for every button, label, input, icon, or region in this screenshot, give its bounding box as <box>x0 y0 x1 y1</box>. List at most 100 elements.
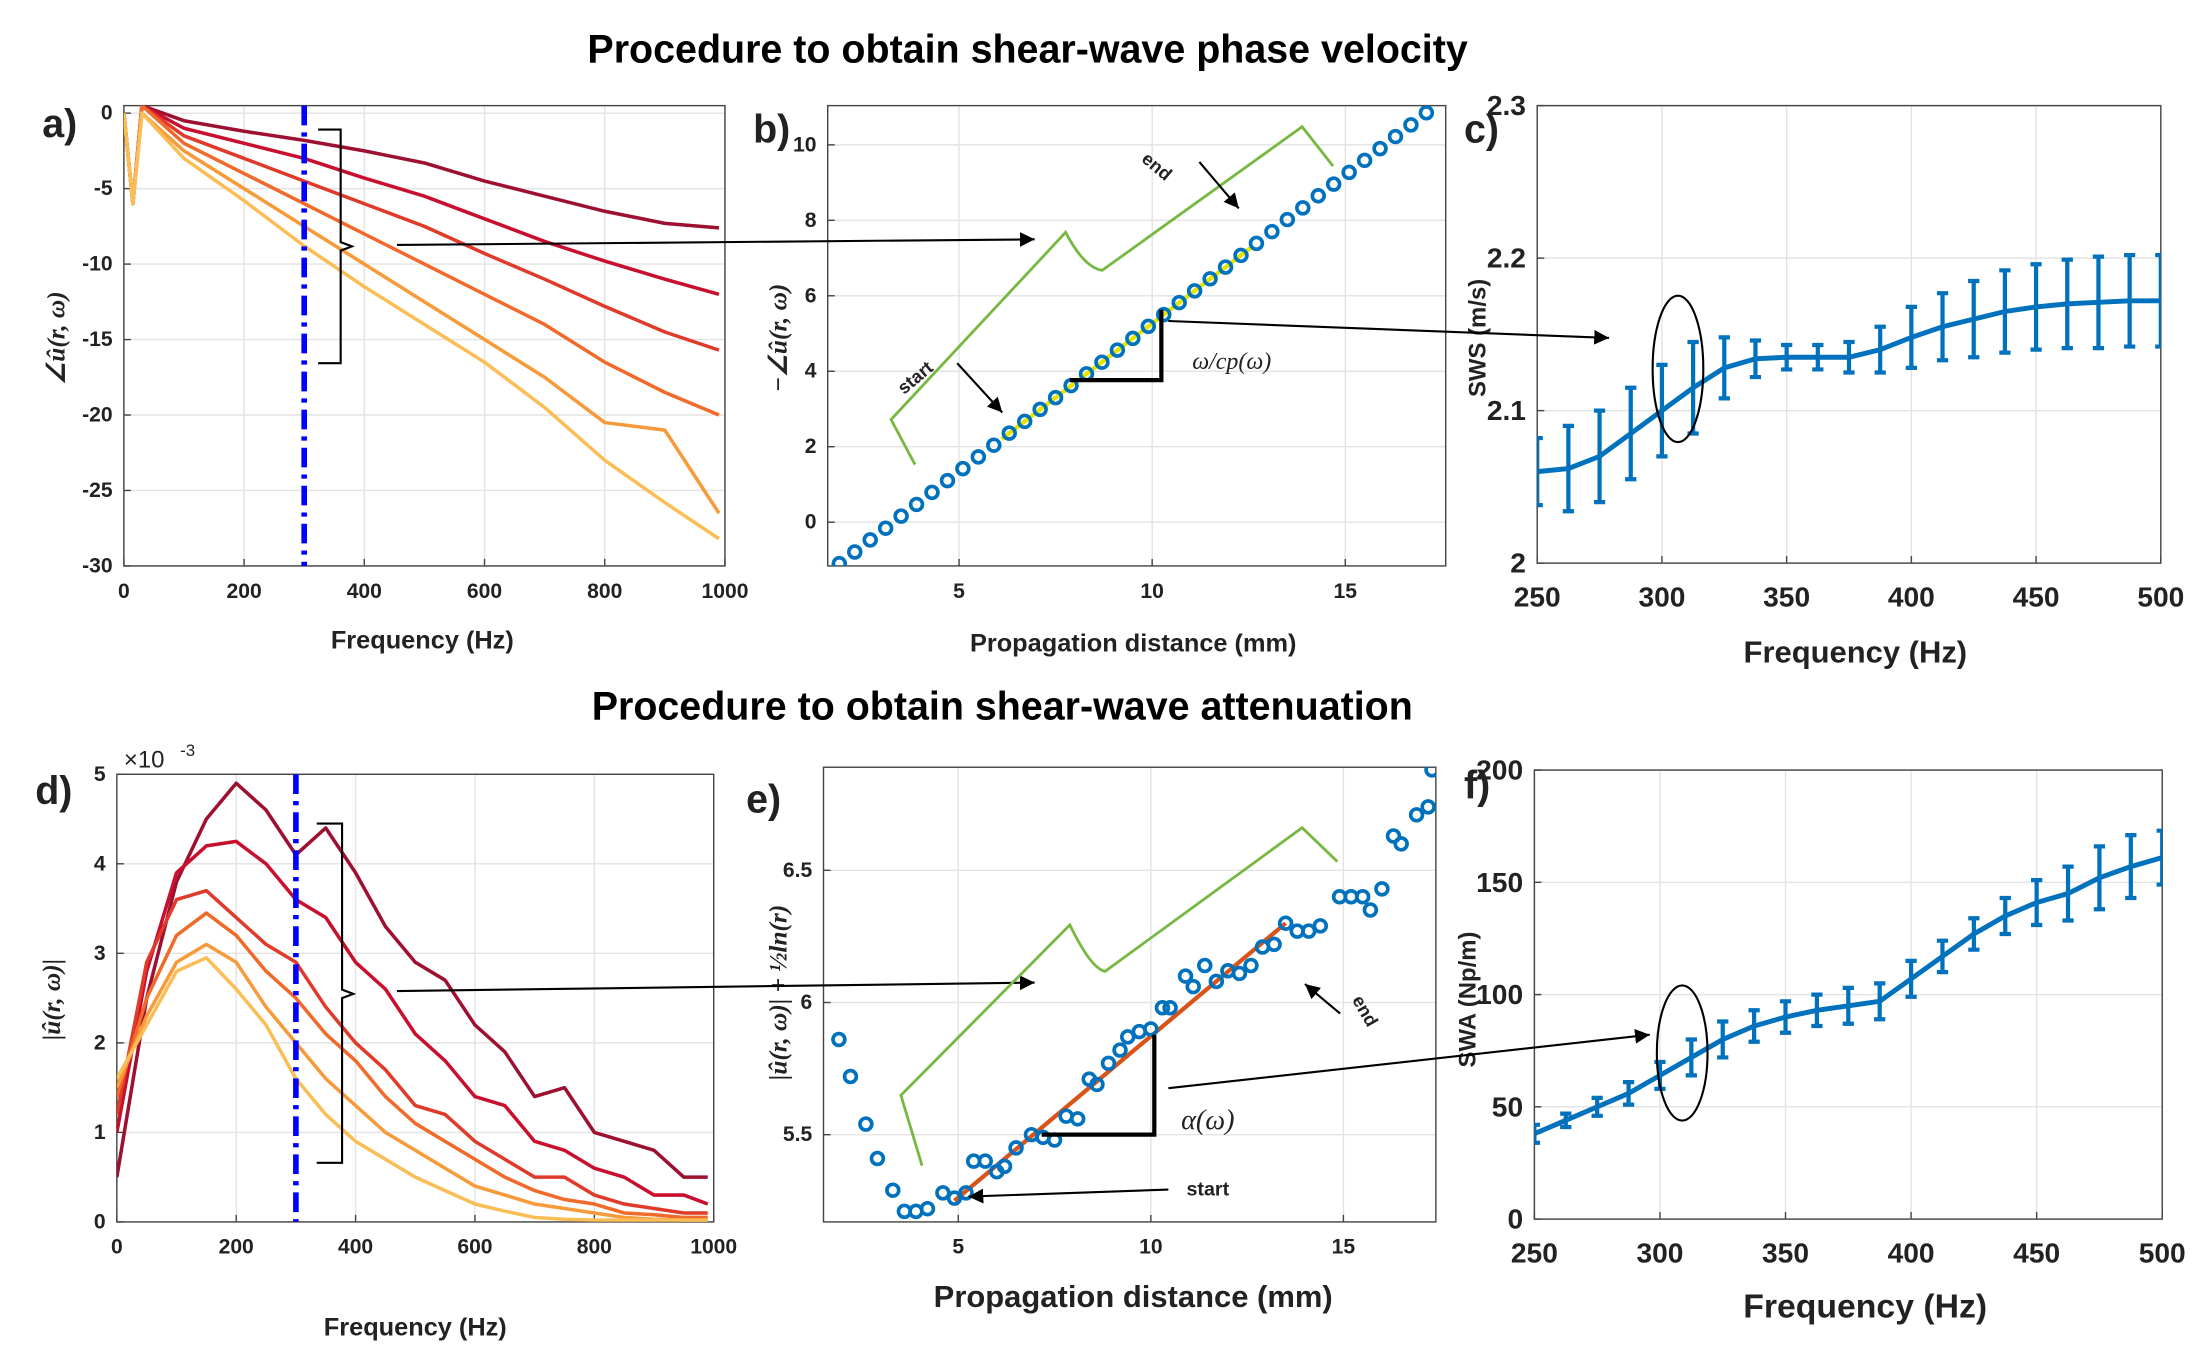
data-point <box>1310 188 1326 204</box>
data-point <box>1374 881 1390 897</box>
x-tick-label: 800 <box>577 1236 612 1259</box>
data-point <box>862 532 878 548</box>
data-line <box>123 111 720 541</box>
data-point <box>970 449 987 465</box>
data-point <box>1325 176 1342 192</box>
x-axis-label: Propagation distance (mm) <box>934 1279 1333 1314</box>
axes-frame <box>116 773 715 1223</box>
x-tick-label: 15 <box>1334 580 1358 603</box>
x-tick-label: 0 <box>118 580 130 603</box>
data-point <box>1008 1140 1024 1156</box>
error-bar <box>1537 435 1543 508</box>
y-tick-label: 100 <box>1476 979 1523 1010</box>
x-tick-label: 450 <box>2013 581 2060 612</box>
slope-triangle <box>1041 1034 1157 1137</box>
data-point <box>1112 1042 1128 1058</box>
data-point <box>1408 807 1425 823</box>
error-bar <box>1622 1080 1635 1107</box>
data-point <box>885 1182 901 1198</box>
brace <box>889 124 1335 466</box>
plot-marks <box>123 105 721 566</box>
error-bar <box>1562 423 1575 514</box>
axis-multiplier: ×10 <box>124 747 165 774</box>
x-tick-label: 250 <box>1514 581 1561 612</box>
y-tick-label: 200 <box>1476 755 1523 786</box>
error-bar <box>1749 338 1762 380</box>
plot-marks <box>116 774 709 1222</box>
error-bar <box>1717 1019 1729 1060</box>
data-point <box>1185 978 1201 995</box>
data-point <box>1047 389 1064 406</box>
y-tick-label: 2.1 <box>1487 395 1526 426</box>
y-axis-label: −∠û(r, ω) <box>764 284 792 392</box>
y-axis-label: ∠û(r, ω) <box>42 291 70 384</box>
error-bar <box>1874 324 1886 375</box>
x-tick-label: 800 <box>587 580 622 603</box>
data-point <box>924 484 940 501</box>
data-line <box>123 105 720 230</box>
panel: 5 10 15 5.5 6 6.5 Propagation distance (mm) |û(… <box>746 766 1437 1314</box>
error-bar <box>2030 262 2042 352</box>
x-tick-label: 600 <box>457 1236 492 1259</box>
error-bar <box>1842 985 1854 1026</box>
y-tick-label: 2 <box>94 1031 106 1054</box>
y-tick-label: 6.5 <box>783 859 813 882</box>
error-bar <box>1905 304 1917 371</box>
y-tick-label: 6 <box>800 991 812 1014</box>
annotation: start <box>1186 1179 1229 1201</box>
y-axis-label: |û(r, ω)| <box>38 959 66 1041</box>
error-bar <box>1999 895 2011 937</box>
y-tick-label: 0 <box>1507 1204 1523 1235</box>
plot-marks <box>1537 252 2161 514</box>
error-bar <box>1625 385 1637 482</box>
data-point <box>1156 306 1172 323</box>
y-tick-label: 5 <box>94 763 106 786</box>
x-axis-label: Propagation distance (mm) <box>970 629 1297 657</box>
axes-frame <box>822 766 1437 1223</box>
error-bar <box>1560 1111 1572 1130</box>
section-title: Procedure to obtain shear-wave phase vel… <box>587 27 1467 71</box>
data-point <box>986 437 1002 453</box>
error-bar <box>1936 938 1949 975</box>
plot-marks <box>831 767 1436 1220</box>
x-tick-label: 450 <box>2013 1237 2060 1268</box>
x-axis-label: Frequency (Hz) <box>324 1313 507 1341</box>
panel: 250 300 350 400 450 500 2 2.1 2.2 2.3 Frequency (H… <box>1464 90 2184 669</box>
data-point <box>939 472 956 489</box>
data-point <box>1208 973 1225 990</box>
data-point <box>1393 836 1409 852</box>
data-point <box>831 1031 847 1048</box>
error-bar <box>1968 916 1980 952</box>
arrow <box>396 232 1035 247</box>
data-point <box>955 460 971 477</box>
data-point <box>858 1116 874 1132</box>
y-axis-label: |û(r, ω)| + ½ln(r) <box>764 905 792 1080</box>
x-tick-label: 400 <box>1888 1237 1935 1268</box>
error-bar <box>1685 1037 1697 1078</box>
panel: 5 10 15 0 2 4 6 8 10 Propagation distance (mm) −∠û… <box>753 104 1447 657</box>
data-point <box>831 555 848 566</box>
panel-label: a) <box>42 102 77 146</box>
plot-marks <box>1534 828 2163 1145</box>
data-point <box>1277 915 1294 931</box>
x-tick-label: 0 <box>111 1236 123 1259</box>
data-line <box>116 956 708 1222</box>
data-point <box>1279 211 1296 228</box>
arrow <box>1168 319 1610 345</box>
data-point <box>1233 247 1249 264</box>
data-point <box>1171 294 1187 311</box>
error-bar <box>1781 342 1793 372</box>
arrow <box>956 362 1004 414</box>
data-point <box>1202 271 1218 287</box>
data-point <box>1362 902 1379 918</box>
data-point <box>1295 200 1311 216</box>
axis-exponent: -3 <box>180 741 195 760</box>
y-tick-label: 2 <box>805 435 817 458</box>
plot-area <box>823 767 1436 1222</box>
data-point <box>877 520 894 536</box>
x-tick-label: 400 <box>347 580 382 603</box>
error-bar <box>1593 408 1606 505</box>
x-axis-label: Frequency (Hz) <box>331 627 514 655</box>
data-point <box>1403 117 1419 133</box>
